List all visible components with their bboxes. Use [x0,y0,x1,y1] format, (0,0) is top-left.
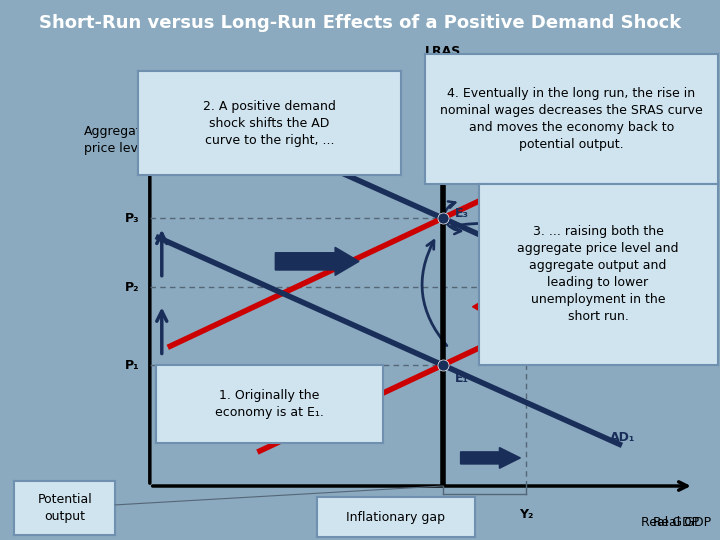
Text: P₁: P₁ [125,359,139,372]
Text: 2. A positive demand
shock shifts the AD
curve to the right, ...: 2. A positive demand shock shifts the AD… [203,99,336,147]
Text: Short-Run versus Long-Run Effects of a Positive Demand Shock: Short-Run versus Long-Run Effects of a P… [39,14,681,32]
Text: AD₂: AD₂ [652,306,677,319]
Text: Y₁: Y₁ [436,508,450,521]
Text: Inflationary gap: Inflationary gap [346,510,446,524]
Text: P₃: P₃ [125,212,139,225]
Text: SRAS₁: SRAS₁ [628,266,670,280]
Text: Potential
output: Potential output [37,492,92,523]
Text: SRAS₂: SRAS₂ [532,165,575,178]
Text: 1. Originally the
economy is at E₁.: 1. Originally the economy is at E₁. [215,389,324,419]
Text: E₂: E₂ [621,279,634,292]
Text: AD₁: AD₁ [610,431,635,444]
Text: P₂: P₂ [125,281,139,294]
Text: LRAS: LRAS [425,45,461,58]
FancyArrow shape [275,247,359,275]
Text: 4. Eventually in the long run, the rise in
nominal wages decreases the SRAS curv: 4. Eventually in the long run, the rise … [440,87,703,151]
Text: E₁: E₁ [454,372,469,384]
FancyArrow shape [472,293,557,321]
Text: E₃: E₃ [454,207,469,220]
Text: Real GDP: Real GDP [642,516,700,529]
Text: Y₂: Y₂ [519,508,534,521]
Text: Real GDP: Real GDP [654,516,711,529]
FancyArrow shape [461,448,521,468]
Text: 3. ... raising both the
aggregate price level and
aggregate output and
leading t: 3. ... raising both the aggregate price … [517,225,679,323]
Text: Aggregate
price level: Aggregate price level [84,125,150,156]
